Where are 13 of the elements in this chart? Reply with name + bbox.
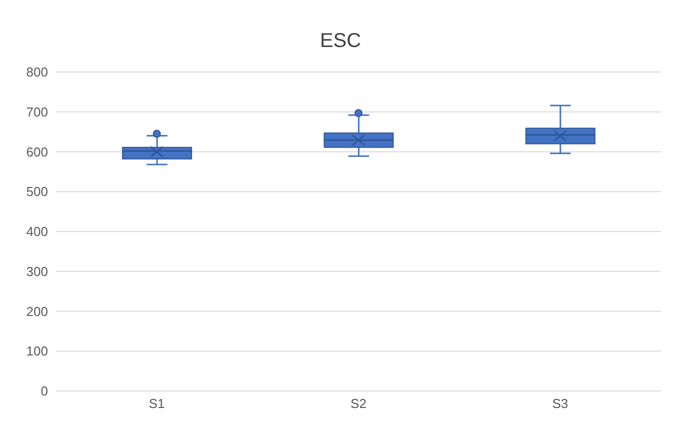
x-tick-label: S3 (552, 396, 568, 412)
chart-title: ESC (318, 29, 362, 52)
x-tick-label: S2 (350, 396, 366, 412)
y-tick-label: 300 (26, 264, 48, 279)
y-tick-label: 400 (26, 224, 48, 240)
y-tick-label: 100 (26, 344, 48, 359)
y-tick-label: 700 (26, 104, 48, 120)
y-tick-label: 600 (26, 144, 48, 160)
x-tick-label: S1 (148, 396, 165, 412)
y-tick-label: 500 (26, 184, 48, 200)
y-tick-label: 0 (40, 384, 48, 399)
y-tick-label: 200 (26, 304, 48, 319)
y-tick-label: 800 (26, 64, 48, 80)
